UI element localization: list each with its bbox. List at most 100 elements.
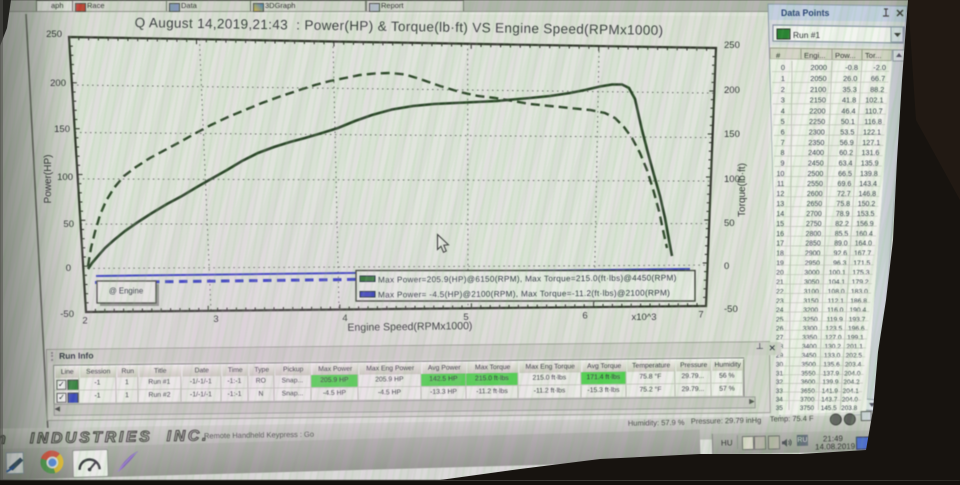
svg-text:3: 3 (781, 96, 785, 105)
svg-text:3000: 3000 (804, 270, 819, 277)
svg-text:17: 17 (776, 241, 784, 248)
svg-text:153.5: 153.5 (857, 211, 875, 218)
svg-text:100.1: 100.1 (829, 270, 846, 277)
svg-text:3300: 3300 (803, 326, 818, 333)
svg-text:72.7: 72.7 (837, 191, 851, 198)
svg-text:30: 30 (776, 362, 784, 369)
svg-text:104.1: 104.1 (828, 279, 845, 286)
svg-text:2050: 2050 (810, 74, 826, 83)
svg-text:75.8: 75.8 (836, 201, 850, 208)
svg-text:204.2: 204.2 (843, 379, 860, 386)
svg-text:23: 23 (776, 298, 784, 305)
svg-text:26.0: 26.0 (843, 74, 857, 83)
svg-text:14: 14 (776, 211, 784, 218)
svg-text:204.1: 204.1 (843, 388, 860, 395)
svg-text:145.5: 145.5 (821, 405, 837, 412)
svg-text:3400: 3400 (802, 344, 817, 351)
svg-text:139.9: 139.9 (822, 379, 839, 386)
svg-text:3350: 3350 (802, 335, 817, 342)
svg-text:150.2: 150.2 (858, 201, 876, 208)
svg-text:2650: 2650 (807, 201, 823, 208)
svg-text:183.0: 183.0 (851, 289, 868, 296)
svg-text:Run #1: Run #1 (793, 30, 820, 40)
svg-text:4: 4 (781, 106, 785, 115)
svg-text:2100: 2100 (810, 85, 826, 94)
svg-text:20: 20 (776, 270, 784, 277)
svg-text:130.2: 130.2 (824, 344, 841, 351)
svg-text:2150: 2150 (810, 96, 826, 105)
svg-text:66.7: 66.7 (871, 74, 885, 83)
svg-text:160.4: 160.4 (855, 231, 873, 238)
svg-text:202.5: 202.5 (846, 353, 863, 360)
svg-text:Tor...: Tor... (865, 51, 881, 60)
svg-text:3250: 3250 (803, 316, 818, 323)
svg-text:193.7: 193.7 (849, 316, 866, 323)
svg-text:2000: 2000 (811, 63, 827, 72)
svg-text:119.9: 119.9 (827, 316, 843, 323)
svg-text:3550: 3550 (801, 370, 816, 377)
svg-text:133.0: 133.0 (824, 353, 841, 360)
svg-text:-0.8: -0.8 (845, 63, 858, 72)
svg-text:199.1: 199.1 (847, 335, 864, 342)
svg-text:116.0: 116.0 (827, 307, 844, 314)
svg-text:201.1: 201.1 (846, 344, 863, 351)
svg-text:2800: 2800 (806, 231, 822, 238)
svg-text:Data Points: Data Points (781, 8, 829, 18)
svg-text:16: 16 (776, 231, 784, 238)
svg-text:35: 35 (776, 405, 784, 412)
svg-text:141.9: 141.9 (822, 388, 839, 395)
svg-text:24: 24 (776, 307, 784, 314)
svg-text:35.3: 35.3 (843, 85, 857, 94)
svg-text:3200: 3200 (803, 307, 818, 314)
svg-text:Engi...: Engi... (804, 51, 826, 60)
svg-text:41.8: 41.8 (842, 96, 856, 105)
svg-text:137.9: 137.9 (823, 370, 840, 377)
svg-text:204.0: 204.0 (844, 370, 861, 377)
svg-text:108.0: 108.0 (828, 289, 845, 296)
svg-text:127.0: 127.0 (825, 335, 842, 342)
svg-text:2700: 2700 (806, 211, 822, 218)
svg-text:19: 19 (776, 260, 784, 267)
svg-text:3500: 3500 (801, 362, 816, 369)
svg-text:0: 0 (781, 63, 785, 72)
svg-text:196.6: 196.6 (848, 326, 865, 333)
svg-text:3750: 3750 (800, 405, 815, 412)
svg-text:2850: 2850 (805, 241, 821, 248)
svg-text:3050: 3050 (804, 279, 819, 286)
svg-text:3100: 3100 (804, 289, 819, 296)
svg-text:31: 31 (776, 370, 784, 377)
svg-text:186.8: 186.8 (850, 298, 867, 305)
svg-text:82.2: 82.2 (835, 221, 849, 228)
svg-text:112.1: 112.1 (828, 298, 845, 305)
svg-text:123.5: 123.5 (826, 326, 843, 333)
svg-text:2600: 2600 (807, 191, 823, 198)
svg-text:135.6: 135.6 (823, 362, 840, 369)
svg-text:-2.0: -2.0 (873, 63, 886, 72)
svg-text:2: 2 (781, 85, 785, 94)
svg-text:167.7: 167.7 (854, 250, 871, 257)
svg-text:Pow...: Pow... (835, 51, 856, 60)
svg-text:3450: 3450 (802, 353, 817, 360)
svg-text:143.7: 143.7 (821, 396, 837, 403)
svg-text:3650: 3650 (800, 388, 815, 395)
svg-text:32: 32 (776, 379, 784, 386)
svg-text:179.2: 179.2 (852, 279, 869, 286)
svg-text:26: 26 (776, 326, 784, 333)
svg-text:203.4: 203.4 (845, 362, 862, 369)
svg-text:33: 33 (776, 388, 784, 395)
svg-text:3150: 3150 (804, 298, 819, 305)
svg-text:96.3: 96.3 (833, 260, 847, 267)
svg-text:156.9: 156.9 (856, 221, 874, 228)
svg-text:34: 34 (776, 396, 784, 403)
svg-text:175.3: 175.3 (852, 270, 869, 277)
svg-text:89.0: 89.0 (834, 241, 848, 248)
svg-text:2750: 2750 (806, 221, 822, 228)
svg-text:146.8: 146.8 (858, 191, 876, 198)
svg-text:2900: 2900 (805, 250, 820, 257)
svg-text:21: 21 (776, 279, 784, 286)
svg-text:5: 5 (781, 117, 785, 126)
svg-text:190.4: 190.4 (849, 307, 866, 314)
svg-text:1: 1 (781, 74, 785, 83)
svg-text:13: 13 (776, 201, 784, 208)
svg-text:203.8: 203.8 (841, 405, 857, 412)
